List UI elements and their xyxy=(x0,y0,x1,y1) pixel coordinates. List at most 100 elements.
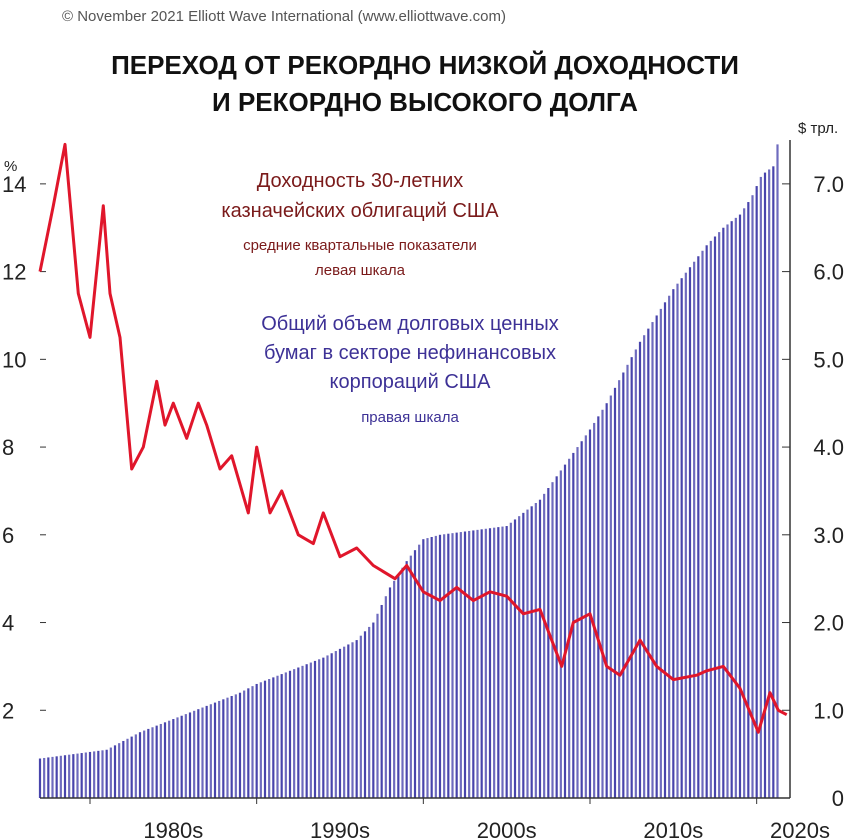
debt-bar xyxy=(201,707,204,798)
debt-bar xyxy=(459,532,462,798)
debt-bar xyxy=(176,717,179,798)
debt-bar xyxy=(693,261,696,799)
debt-bar xyxy=(172,719,175,798)
debt-bar xyxy=(163,722,167,798)
debt-bar xyxy=(747,202,750,799)
debt-bar xyxy=(276,675,279,798)
debt-bar xyxy=(63,755,67,798)
debt-note: правая шкала xyxy=(361,409,459,426)
debt-bar xyxy=(313,660,317,798)
debt-bar xyxy=(263,680,267,798)
debt-bar xyxy=(609,395,612,798)
left-axis-unit: % xyxy=(4,158,18,175)
x-tick-label: 2010s xyxy=(643,818,703,840)
debt-bar xyxy=(730,221,733,799)
debt-bar xyxy=(68,754,71,798)
debt-bar xyxy=(472,530,475,798)
debt-bar xyxy=(626,364,629,798)
debt-bar xyxy=(251,686,254,798)
debt-label-line-2: бумаг в секторе нефинансовых xyxy=(263,342,556,364)
debt-bar xyxy=(488,528,492,798)
debt-bar xyxy=(480,529,483,798)
left-y-tick-label: 12 xyxy=(2,260,26,285)
debt-bar xyxy=(51,756,54,798)
debt-bar xyxy=(43,757,46,798)
debt-bar xyxy=(255,683,258,798)
copyright: © November 2021 Elliott Wave Internation… xyxy=(62,8,507,25)
debt-bar xyxy=(688,267,692,798)
debt-bar xyxy=(268,679,271,798)
debt-bar xyxy=(309,662,312,798)
debt-bar xyxy=(143,730,146,798)
debt-bar xyxy=(305,664,308,798)
debt-label-line-1: Общий объем долговых ценных xyxy=(261,313,559,335)
debt-bar xyxy=(234,694,237,798)
debt-bar xyxy=(355,640,358,798)
debt-bar xyxy=(113,745,117,798)
debt-bar xyxy=(576,447,579,798)
debt-label-line-3: корпораций США xyxy=(329,371,491,393)
debt-bar xyxy=(663,302,667,798)
debt-bar xyxy=(384,596,387,798)
debt-bar xyxy=(101,750,104,798)
debt-bar xyxy=(180,715,183,798)
right-y-tick-label: 4.0 xyxy=(813,435,844,460)
debt-bar xyxy=(326,655,329,798)
debt-bar xyxy=(655,315,658,798)
debt-bar xyxy=(705,245,708,798)
debt-bar xyxy=(397,574,400,798)
right-axis-unit: $ трл. xyxy=(798,120,839,137)
x-tick-label: 2000s xyxy=(477,818,537,840)
debt-bar xyxy=(647,328,650,798)
yield-label: Доходность 30-летних казначейских облига… xyxy=(170,166,550,226)
debt-bar xyxy=(293,669,296,798)
debt-bar xyxy=(393,580,396,798)
debt-bar xyxy=(559,470,562,798)
debt-bar xyxy=(205,705,208,798)
debt-bar xyxy=(597,416,600,798)
debt-bar xyxy=(713,236,717,799)
debt-bar xyxy=(534,502,537,798)
debt-bar xyxy=(613,387,617,798)
debt-bar xyxy=(680,278,683,798)
debt-bar xyxy=(493,527,496,798)
yield-note-line-1: средние квартальные показатели xyxy=(243,237,477,254)
debt-bar xyxy=(505,526,508,798)
debt-bar xyxy=(93,751,96,798)
debt-bar xyxy=(401,567,404,798)
debt-bar xyxy=(547,488,550,798)
debt-bar xyxy=(422,539,425,798)
debt-bar xyxy=(709,240,712,799)
debt-bar xyxy=(126,738,129,798)
title-line-2: И РЕКОРДНО ВЫСОКОГО ДОЛГА xyxy=(212,87,638,117)
debt-bar xyxy=(188,712,192,798)
debt-bar xyxy=(243,690,246,798)
debt-bar xyxy=(347,644,350,798)
debt-bar xyxy=(463,531,467,798)
debt-bar xyxy=(105,749,108,798)
right-y-tick-label: 0 xyxy=(832,786,844,811)
debt-bar xyxy=(288,670,292,798)
debt-bar xyxy=(334,651,337,798)
debt-bar xyxy=(630,357,633,798)
debt-bar xyxy=(418,544,421,798)
debt-bar xyxy=(218,700,221,798)
debt-bar xyxy=(168,720,171,798)
debt-bar xyxy=(322,657,325,798)
right-y-tick-label: 1.0 xyxy=(813,698,844,723)
debt-bar xyxy=(222,699,225,798)
debt-bar xyxy=(697,256,700,798)
left-y-tick-label: 8 xyxy=(2,435,14,460)
debt-bar xyxy=(88,751,92,798)
debt-bar xyxy=(476,529,479,798)
debt-bar xyxy=(672,289,675,798)
debt-bar xyxy=(193,710,196,798)
debt-bar xyxy=(497,527,500,798)
debt-bars xyxy=(38,144,779,799)
right-y-tick-label: 5.0 xyxy=(813,347,844,372)
left-y-tick-label: 14 xyxy=(2,172,26,197)
debt-bar xyxy=(634,349,637,798)
debt-bar xyxy=(72,754,75,798)
debt-bar xyxy=(413,550,417,798)
debt-bar xyxy=(38,758,42,798)
